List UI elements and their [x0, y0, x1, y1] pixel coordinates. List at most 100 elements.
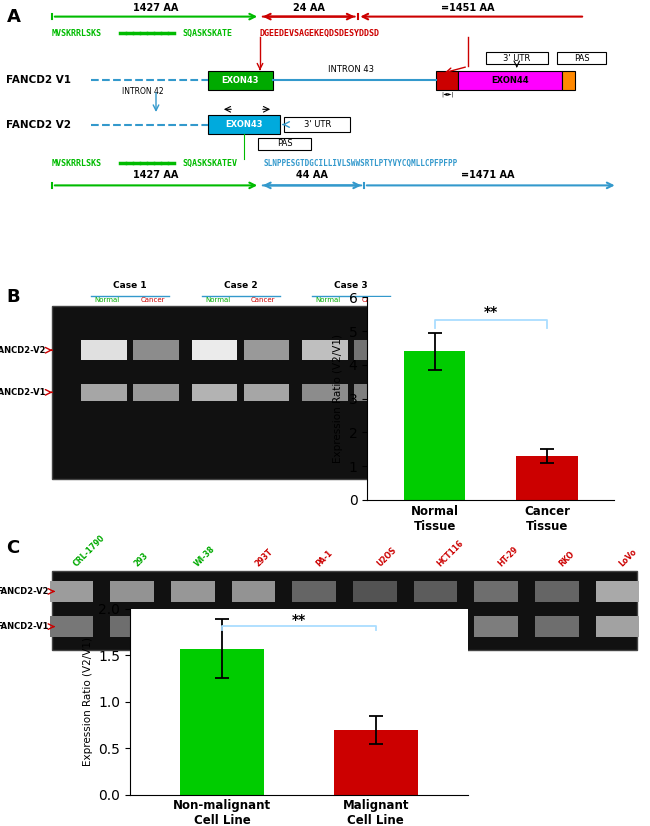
Bar: [302, 383, 348, 401]
Text: 1427 AA: 1427 AA: [133, 170, 179, 180]
Text: Case 2: Case 2: [224, 282, 257, 290]
Text: 24 AA: 24 AA: [292, 3, 325, 13]
Bar: [208, 70, 273, 90]
Text: Case 3: Case 3: [334, 282, 368, 290]
Text: FANCD2 V1: FANCD2 V1: [6, 75, 72, 85]
Text: **: **: [484, 305, 498, 319]
Text: MVSKRRLSKS: MVSKRRLSKS: [52, 29, 102, 38]
Text: WI-38: WI-38: [193, 544, 217, 568]
Text: B: B: [6, 288, 20, 306]
Text: FANCD2-V2: FANCD2-V2: [0, 587, 49, 596]
FancyBboxPatch shape: [258, 137, 311, 150]
Bar: [436, 70, 458, 90]
Text: Normal: Normal: [316, 297, 341, 303]
Bar: [595, 582, 640, 601]
Bar: [81, 340, 127, 360]
Text: PA-1: PA-1: [314, 548, 334, 568]
Bar: [81, 383, 127, 401]
Y-axis label: Expression Ratio (V2/V1): Expression Ratio (V2/V1): [333, 334, 343, 463]
Text: INTRON 42: INTRON 42: [122, 87, 164, 96]
Text: FANCD2-V1: FANCD2-V1: [0, 622, 49, 631]
Bar: [231, 582, 276, 601]
Bar: [333, 729, 418, 795]
Text: PAS: PAS: [277, 140, 292, 149]
Text: SQASKSKATE: SQASKSKATE: [182, 29, 232, 38]
Bar: [133, 340, 179, 360]
Text: EXON44: EXON44: [491, 76, 529, 85]
Bar: [231, 616, 276, 637]
Text: PAS: PAS: [574, 54, 590, 63]
Bar: [353, 616, 396, 637]
FancyBboxPatch shape: [486, 52, 548, 64]
Text: **: **: [292, 613, 306, 627]
Bar: [49, 616, 94, 637]
Bar: [111, 616, 154, 637]
Text: 1427 AA: 1427 AA: [133, 3, 179, 13]
Bar: [52, 571, 637, 650]
Text: 3' UTR: 3' UTR: [304, 120, 331, 129]
Bar: [192, 383, 237, 401]
Bar: [111, 582, 154, 601]
Bar: [292, 582, 336, 601]
Text: Cancer: Cancer: [361, 297, 386, 303]
Bar: [413, 582, 458, 601]
Text: MVSKRRLSKS: MVSKRRLSKS: [52, 159, 102, 168]
Bar: [180, 648, 265, 795]
Text: Normal: Normal: [95, 297, 120, 303]
Text: EXON43: EXON43: [222, 76, 259, 85]
Bar: [244, 383, 289, 401]
Text: HCT116: HCT116: [436, 538, 465, 568]
Bar: [171, 582, 215, 601]
Text: 293T: 293T: [254, 547, 275, 568]
Bar: [192, 340, 237, 360]
Text: FANCD2-V1: FANCD2-V1: [0, 388, 46, 396]
FancyBboxPatch shape: [557, 52, 606, 64]
Bar: [354, 383, 400, 401]
Bar: [302, 340, 348, 360]
Text: |◄►|: |◄►|: [441, 92, 454, 97]
Bar: [133, 383, 179, 401]
Text: HT-29: HT-29: [496, 544, 520, 568]
Text: 3' UTR: 3' UTR: [503, 54, 530, 63]
Text: Normal: Normal: [205, 297, 230, 303]
Bar: [535, 582, 578, 601]
Bar: [354, 340, 400, 360]
Bar: [458, 70, 562, 90]
Bar: [292, 616, 336, 637]
Text: =1471 AA: =1471 AA: [461, 170, 514, 180]
Bar: [562, 70, 575, 90]
Bar: [413, 616, 458, 637]
Text: CRL-1790: CRL-1790: [72, 533, 107, 568]
Text: FANCD2 V2: FANCD2 V2: [6, 120, 72, 130]
Text: SQASKSKATEV: SQASKSKATEV: [182, 159, 237, 168]
Bar: [404, 351, 465, 500]
Bar: [52, 306, 403, 479]
Bar: [208, 115, 280, 134]
Text: FANCD2-V2: FANCD2-V2: [0, 346, 46, 354]
Text: 293: 293: [132, 550, 150, 568]
Bar: [535, 616, 578, 637]
Text: Cancer: Cancer: [140, 297, 165, 303]
Text: Case 1: Case 1: [113, 282, 147, 290]
Text: DGEEDEVSAGEKEQDSDESYDDSD: DGEEDEVSAGEKEQDSDESYDDSD: [260, 29, 380, 38]
Bar: [353, 582, 396, 601]
Bar: [474, 582, 518, 601]
Bar: [595, 616, 640, 637]
Text: =1451 AA: =1451 AA: [441, 3, 495, 13]
Bar: [171, 616, 215, 637]
Text: C: C: [6, 539, 20, 557]
FancyBboxPatch shape: [284, 116, 350, 132]
Text: U2OS: U2OS: [375, 545, 398, 568]
Bar: [474, 616, 518, 637]
Text: LoVo: LoVo: [618, 547, 639, 568]
Text: SLNPPESGTDGCILLIVLSWWSRTLPTYVYCQMLLCPFPFPP: SLNPPESGTDGCILLIVLSWWSRTLPTYVYCQMLLCPFPF…: [263, 159, 458, 168]
Text: EXON43: EXON43: [225, 120, 263, 129]
Text: Cancer: Cancer: [251, 297, 276, 303]
Y-axis label: Expression Ratio (V2/V1): Expression Ratio (V2/V1): [83, 637, 93, 767]
Bar: [244, 340, 289, 360]
Text: 44 AA: 44 AA: [296, 170, 328, 180]
Text: A: A: [6, 8, 20, 26]
Bar: [49, 582, 94, 601]
Bar: [516, 456, 578, 500]
Text: RKO: RKO: [557, 549, 576, 568]
